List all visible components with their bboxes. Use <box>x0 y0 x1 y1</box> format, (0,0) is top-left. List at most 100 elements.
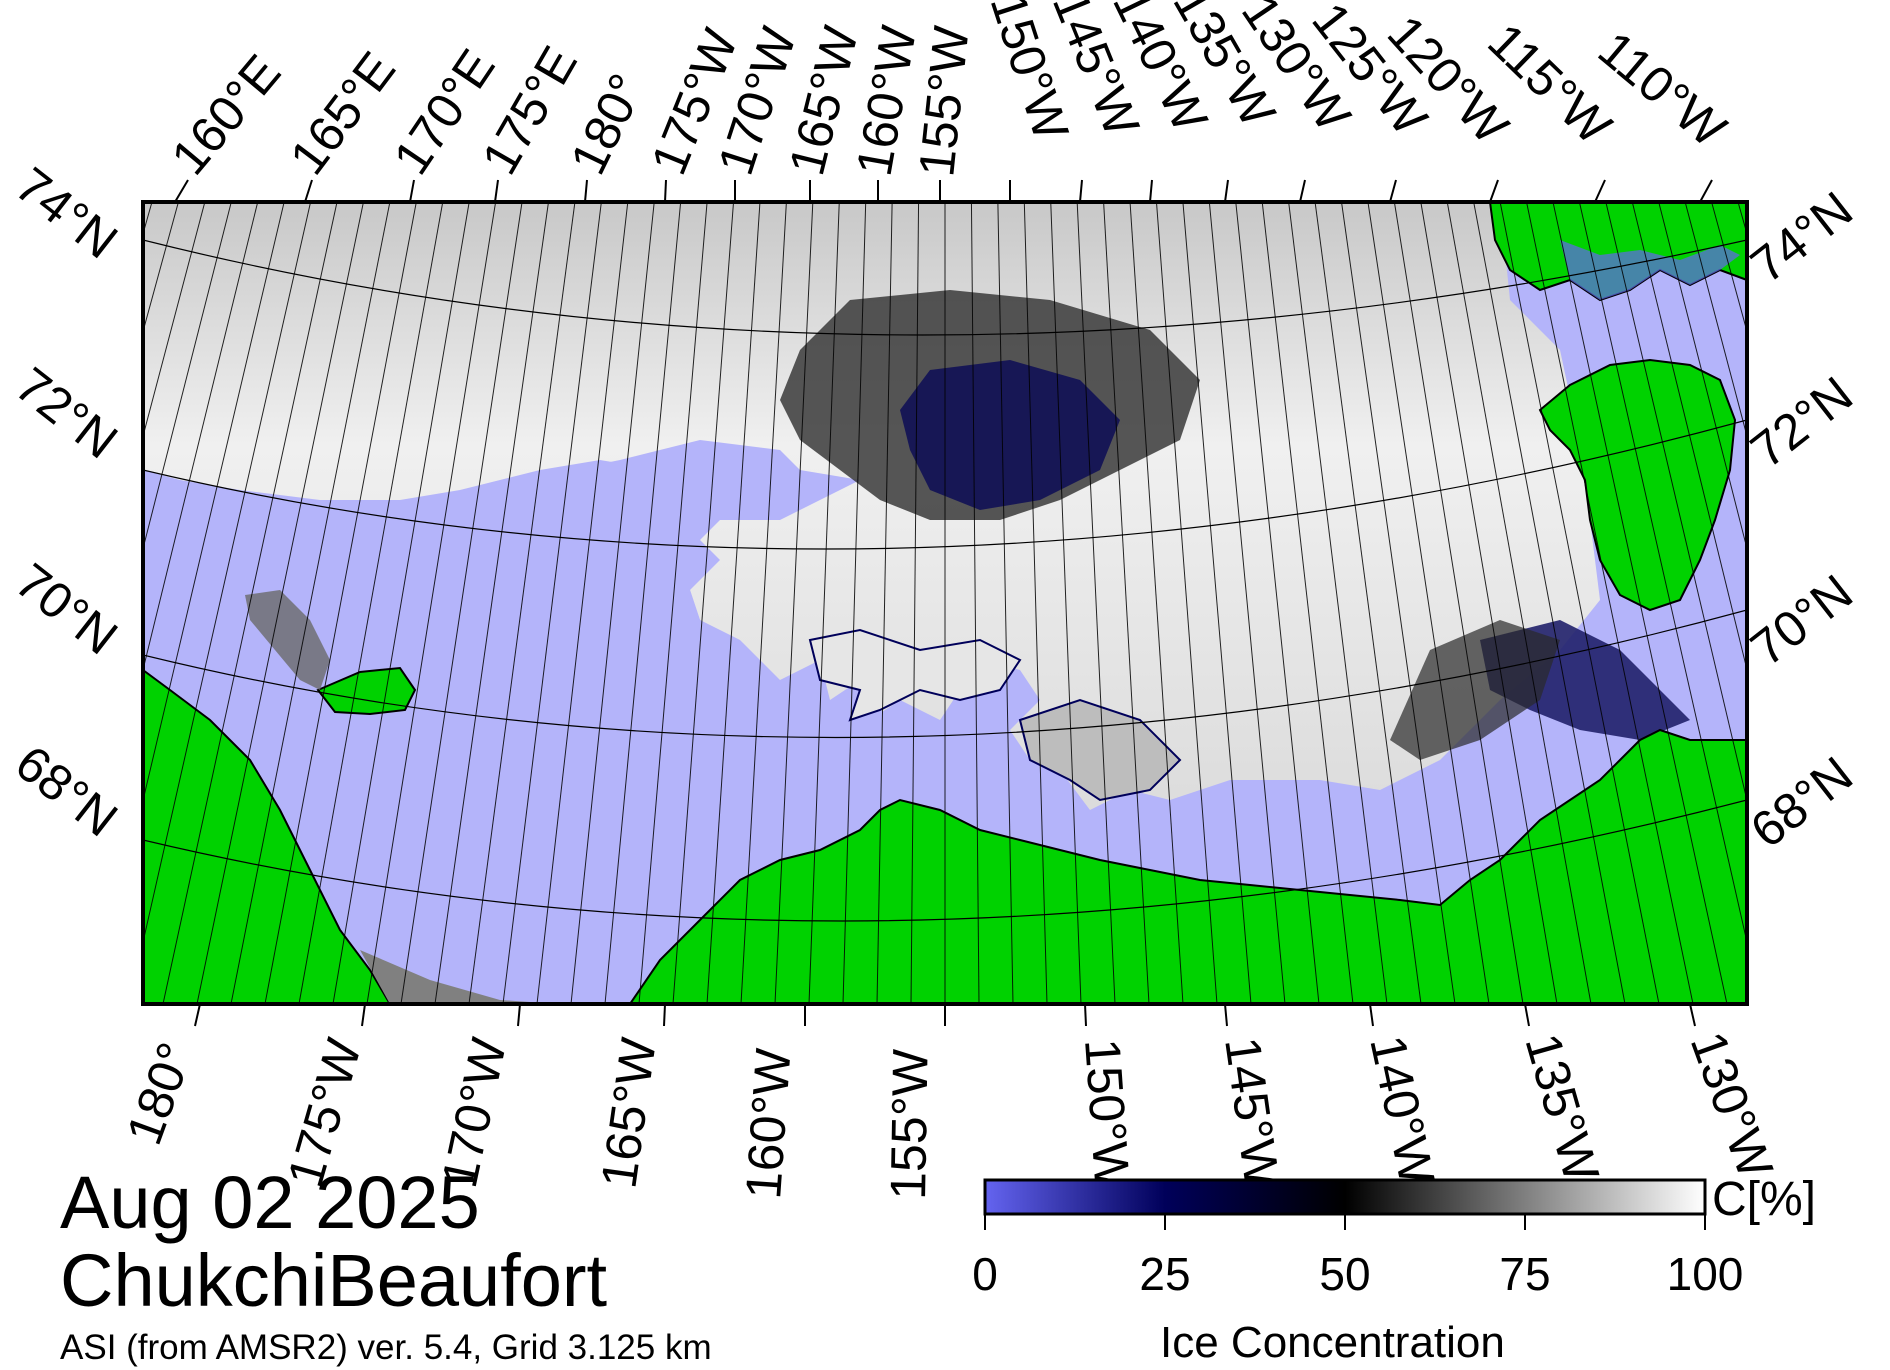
ice-floe-south <box>1018 698 1182 802</box>
meridian-line <box>910 202 920 1004</box>
meridian-line <box>1526 202 1694 1004</box>
product-label: ASI (from AMSR2) ver. 5.4, Grid 3.125 km <box>60 1328 712 1367</box>
meridian-line <box>808 202 840 1004</box>
meridian-line <box>434 202 549 1004</box>
colorbar-unit: C[%] <box>1712 1173 1816 1226</box>
meridian-line <box>1341 202 1456 1004</box>
meridian-line <box>1103 202 1150 1004</box>
left-lat-label: 70°N <box>5 553 128 666</box>
left-lat-label: 74°N <box>5 157 128 270</box>
right-lat-label: 72°N <box>1740 366 1863 479</box>
meridian-line <box>196 202 364 1004</box>
meridian-line <box>1076 202 1116 1004</box>
no-data-strait <box>360 950 560 1004</box>
meridian-line <box>1446 202 1592 1004</box>
meridian-line <box>1050 202 1082 1004</box>
meridian-line <box>1393 202 1524 1004</box>
meridian-line <box>502 202 602 1004</box>
latitude-graticule <box>143 239 1747 922</box>
frame-ticks <box>174 179 1713 1027</box>
bottom-lon-label: 165°W <box>590 1034 667 1192</box>
meridian-line <box>468 202 576 1004</box>
meridian-line <box>264 202 417 1004</box>
bottom-lon-label: 130°W <box>1680 1025 1784 1186</box>
meridian-line <box>143 202 232 551</box>
right-latitude-labels: 74°N 72°N 70°N 68°N <box>1740 181 1863 859</box>
meridian-line <box>1023 202 1048 1004</box>
open-water-channel <box>1560 240 1740 300</box>
meridian-line <box>970 202 980 1004</box>
meridian-line <box>162 202 338 1004</box>
colorbar-title: Ice Concentration <box>1160 1318 1505 1367</box>
wrangel-island <box>316 666 417 716</box>
bottom-lon-label: 135°W <box>1514 1028 1610 1189</box>
top-lon-label: 160°E <box>161 44 292 185</box>
meridian-line <box>143 202 259 672</box>
top-lon-label: 110°W <box>1588 21 1737 159</box>
meridian-line <box>1552 202 1728 1004</box>
right-lat-label: 68°N <box>1740 746 1863 859</box>
meridian-line <box>1314 202 1422 1004</box>
meridian-line <box>1499 202 1660 1004</box>
sea-ice-dark-east <box>1390 620 1560 760</box>
meridian-line <box>740 202 787 1004</box>
meridian-line <box>1182 202 1252 1004</box>
meridian-line <box>536 202 629 1004</box>
meridian-line <box>1578 202 1747 945</box>
meridian-line <box>774 202 814 1004</box>
bottom-lon-label: 140°W <box>1359 1031 1445 1191</box>
meridian-line <box>143 202 206 439</box>
meridian-line <box>366 202 497 1004</box>
colorbar: 0 25 50 75 100 C[%] <box>972 1173 1816 1300</box>
colorbar-tick-label: 50 <box>1319 1248 1370 1300</box>
right-lat-label: 74°N <box>1740 181 1863 294</box>
meridian-line <box>570 202 655 1004</box>
map-area <box>143 202 1890 1004</box>
ice-floe-central <box>808 628 1022 722</box>
meridian-line <box>143 202 312 945</box>
meridian-line <box>1420 202 1558 1004</box>
bottom-lon-label: 160°W <box>735 1046 801 1201</box>
meridian-line <box>1288 202 1388 1004</box>
sea-ice-marginal-zone <box>900 360 1120 510</box>
meridian-line <box>332 202 470 1004</box>
colorbar-tick-label: 25 <box>1139 1248 1190 1300</box>
meridian-line <box>638 202 708 1004</box>
meridian-line <box>1261 202 1354 1004</box>
meridian-line <box>143 202 285 803</box>
right-lat-label: 70°N <box>1740 564 1863 677</box>
sea-ice-pack <box>143 202 1600 810</box>
meridian-line <box>1155 202 1218 1004</box>
meridian-line <box>1658 202 1747 551</box>
wrangel-ice-fringe <box>245 590 330 690</box>
colorbar-gradient <box>983 1178 1707 1216</box>
bottom-lon-label: 145°W <box>1214 1034 1291 1192</box>
top-lon-label: 165°E <box>279 42 406 185</box>
meridian-line <box>400 202 523 1004</box>
region-label: ChukchiBeaufort <box>60 1239 608 1322</box>
left-lat-label: 72°N <box>5 357 128 470</box>
longitude-graticule <box>143 202 1890 1004</box>
meridian-line <box>672 202 735 1004</box>
colorbar-tick-label: 0 <box>972 1248 998 1300</box>
land-alaska <box>628 728 1747 1004</box>
land-siberia <box>143 668 392 1004</box>
meridian-line <box>230 202 391 1004</box>
bottom-lon-label: 150°W <box>1074 1037 1140 1192</box>
meridian-line <box>842 202 867 1004</box>
colorbar-tick-label: 75 <box>1499 1248 1550 1300</box>
meridian-line <box>1684 202 1747 439</box>
meridian-line <box>876 202 893 1004</box>
date-label: Aug 02 2025 <box>60 1161 480 1244</box>
meridian-line <box>1605 202 1747 803</box>
meridian-line <box>1631 202 1747 672</box>
meridian-line <box>1870 202 1890 1004</box>
meridian-line <box>997 202 1014 1004</box>
meridian-line <box>1473 202 1626 1004</box>
left-latitude-labels: 74°N 72°N 70°N 68°N <box>5 157 128 848</box>
bottom-lon-label: 155°W <box>880 1048 939 1200</box>
meridian-line <box>604 202 682 1004</box>
meridian-line <box>706 202 761 1004</box>
left-lat-label: 68°N <box>5 735 128 848</box>
